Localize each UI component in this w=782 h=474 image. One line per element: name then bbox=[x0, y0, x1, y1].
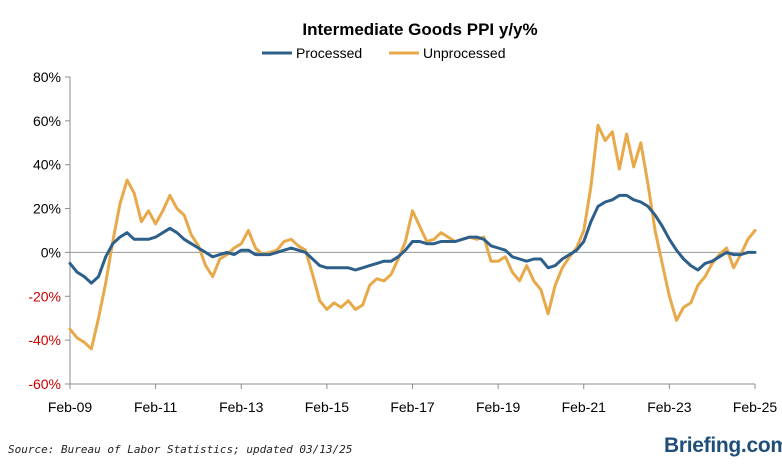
y-tick-label: 80% bbox=[33, 69, 61, 85]
series-line-processed bbox=[68, 193, 757, 285]
x-tick-label: Feb-09 bbox=[48, 399, 93, 415]
source-note: Source: Bureau of Labor Statistics; upda… bbox=[8, 443, 353, 456]
x-tick-label: Feb-21 bbox=[562, 399, 607, 415]
y-tick-label: -20% bbox=[28, 288, 61, 304]
y-tick-label: 20% bbox=[33, 201, 61, 217]
x-tick-label: Feb-13 bbox=[219, 399, 264, 415]
legend: Processed Unprocessed bbox=[262, 45, 506, 61]
series-line-unprocessed bbox=[68, 123, 757, 351]
x-tick-label: Feb-19 bbox=[476, 399, 521, 415]
y-axis: 80% 60% 40% 20% 0% -20% -40% -60% bbox=[28, 69, 71, 392]
y-tick-label: -40% bbox=[28, 332, 61, 348]
x-tick-label: Feb-11 bbox=[134, 399, 178, 415]
x-axis: Feb-09 Feb-11 Feb-13 Feb-15 Feb-17 Feb-19 Feb-… bbox=[48, 251, 778, 415]
y-tick-label: -60% bbox=[28, 376, 61, 392]
brand-logo: Briefing.com bbox=[664, 434, 782, 457]
x-tick-label: Feb-25 bbox=[733, 399, 778, 415]
legend-label-unprocessed: Unprocessed bbox=[423, 45, 506, 61]
legend-label-processed: Processed bbox=[296, 45, 362, 61]
chart-title: Intermediate Goods PPI y/y% bbox=[302, 20, 537, 39]
y-tick-label: 40% bbox=[33, 157, 61, 173]
x-tick-label: Feb-23 bbox=[647, 399, 692, 415]
y-tick-label: 0% bbox=[41, 244, 61, 260]
x-tick-label: Feb-15 bbox=[305, 399, 350, 415]
series-layer bbox=[68, 123, 757, 351]
x-tick-label: Feb-17 bbox=[390, 399, 435, 415]
y-tick-label: 60% bbox=[33, 113, 61, 129]
